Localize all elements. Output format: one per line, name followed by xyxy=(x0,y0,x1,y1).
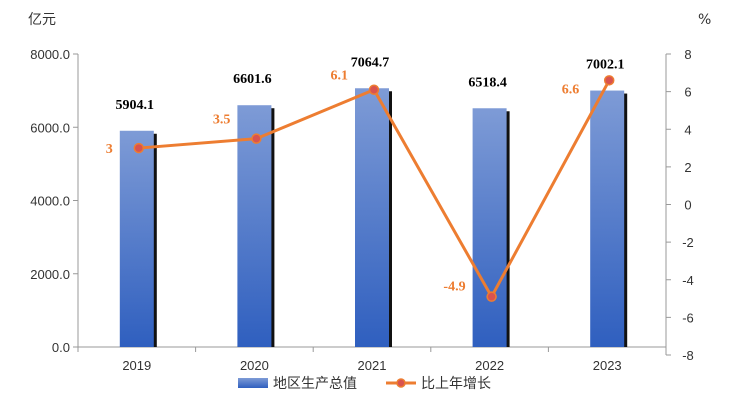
bar xyxy=(472,108,507,347)
right-tick-label: 0 xyxy=(684,198,691,213)
line-value-label: -4.9 xyxy=(443,280,465,295)
line-value-label: 6.6 xyxy=(562,82,580,97)
bar-value-label: 6518.4 xyxy=(468,75,507,90)
line-point xyxy=(486,291,497,302)
bar-value-label: 6601.6 xyxy=(233,72,272,87)
bar-value-label: 5904.1 xyxy=(116,98,155,113)
line-value-label: 6.1 xyxy=(331,69,349,84)
right-tick-label: 2 xyxy=(684,160,691,175)
line-value-label: 3.5 xyxy=(213,113,231,128)
bar xyxy=(355,88,389,347)
x-tick-label: 2019 xyxy=(122,358,151,373)
bar xyxy=(590,90,625,347)
right-tick-label: -4 xyxy=(682,273,694,288)
line-point xyxy=(603,75,615,86)
legend-bar-swatch xyxy=(238,378,268,388)
right-tick-label: -2 xyxy=(682,235,694,250)
line-series: 3 3.5 6.1 -4.9 6.6 xyxy=(106,69,615,302)
left-tick-label: 2000.0 xyxy=(30,267,70,282)
line-point xyxy=(133,142,145,154)
bar-value-label: 7002.1 xyxy=(586,58,625,73)
left-tick-label: 4000.0 xyxy=(30,194,70,209)
right-tick-label: -8 xyxy=(682,348,694,363)
right-tick-label: 8 xyxy=(684,47,691,62)
legend-line-label: 比上年增长 xyxy=(421,376,491,392)
x-tick-label: 2022 xyxy=(475,358,504,373)
line-point xyxy=(251,133,262,144)
right-tick-label: -6 xyxy=(682,310,694,325)
x-axis-ticks: 2019 2020 2021 2022 2023 xyxy=(77,347,667,373)
right-tick-label: 4 xyxy=(684,122,691,137)
line-value-label: 3 xyxy=(106,142,113,157)
bar xyxy=(237,105,272,347)
left-tick-label: 0.0 xyxy=(52,340,70,355)
bar-value-label: 7064.7 xyxy=(351,55,390,70)
x-tick-label: 2021 xyxy=(358,358,387,373)
bar xyxy=(119,130,154,347)
x-tick-label: 2020 xyxy=(240,358,269,373)
x-tick-label: 2023 xyxy=(593,358,622,373)
legend-line-marker xyxy=(396,378,406,388)
legend: 地区生产总值 比上年增长 xyxy=(238,376,491,392)
right-axis-unit: % xyxy=(698,12,711,28)
right-axis-ticks: -8 -6 -4 -2 0 2 4 6 8 xyxy=(666,47,694,363)
left-tick-label: 6000.0 xyxy=(30,120,70,135)
right-tick-label: 6 xyxy=(684,85,691,100)
left-tick-label: 8000.0 xyxy=(30,47,70,62)
line-point xyxy=(368,84,380,95)
left-axis-unit: 亿元 xyxy=(28,12,56,28)
bar-series: 5904.1 6601.6 7064.7 6518.4 7002.1 xyxy=(116,55,628,347)
left-axis-ticks: 0.0 2000.0 4000.0 6000.0 8000.0 xyxy=(30,47,78,355)
legend-bar-label: 地区生产总值 xyxy=(273,376,357,392)
